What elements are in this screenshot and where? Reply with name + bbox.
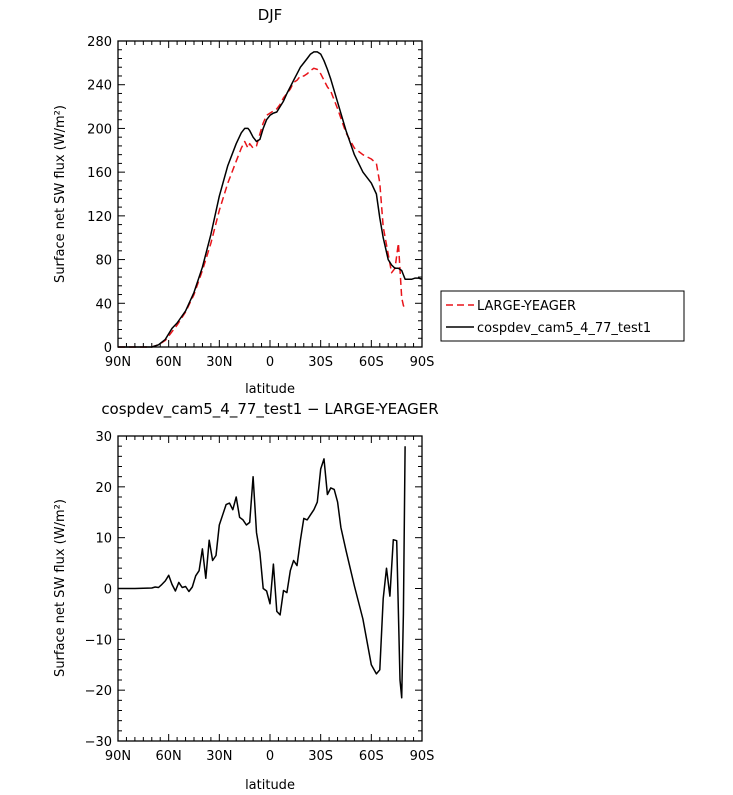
top-x-tick-label: 30N [206, 355, 232, 370]
top-y-tick-label: 240 [87, 79, 112, 94]
bottom-y-tick-label: 10 [95, 532, 112, 547]
top-y-tick-label: 0 [104, 341, 112, 356]
top-x-tick-label: 0 [266, 355, 274, 370]
top-x-tick-label: 90S [410, 355, 435, 370]
top-y-tick-label: 120 [87, 210, 112, 225]
bottom-axis-ticks: 90N 60N 30N 0 30S 60S 90S −30 −20 −10 0 10 20 30 [85, 430, 435, 764]
top-x-tick-label: 60S [359, 355, 384, 370]
bottom-x-tick-label: 90S [410, 749, 435, 764]
bottom-plot-area [118, 446, 406, 699]
bottom-x-tick-label: 90N [105, 749, 131, 764]
bottom-x-tick-label: 60S [359, 749, 384, 764]
top-x-tick-label: 90N [105, 355, 131, 370]
top-x-tick-label: 30S [308, 355, 333, 370]
legend-box [440, 290, 685, 342]
top-y-tick-label: 280 [87, 35, 112, 50]
bottom-chart-title: cospdev_cam5_4_77_test1 − LARGE-YEAGER [101, 400, 438, 419]
bottom-x-axis-label: latitude [245, 778, 295, 793]
bottom-x-tick-label: 0 [266, 749, 274, 764]
top-plot-area [118, 51, 423, 348]
bottom-series-line-0 [118, 446, 406, 699]
bottom-y-tick-label: 0 [104, 583, 112, 598]
top-y-tick-label: 200 [87, 122, 112, 137]
top-x-tick-label: 60N [156, 355, 182, 370]
legend-label-cospdev: cospdev_cam5_4_77_test1 [477, 321, 651, 336]
bottom-y-tick-label: −20 [85, 684, 112, 699]
top-axis-ticks: 90N 60N 30N 0 30S 60S 90S 0 40 80 120 160 200 240 280 [87, 35, 434, 370]
bottom-y-tick-label: 30 [95, 430, 112, 445]
bottom-y-tick-label: −10 [85, 633, 112, 648]
bottom-y-axis-label: Surface net SW flux (W/m²) [53, 499, 68, 677]
bottom-plot-frame [117, 435, 423, 742]
bottom-x-tick-label: 30N [206, 749, 232, 764]
top-series-line-1 [118, 51, 423, 348]
bottom-y-tick-label: −30 [85, 735, 112, 750]
top-chart-title: DJF [258, 6, 283, 24]
top-series-line-0 [118, 67, 406, 348]
bottom-x-tick-label: 60N [156, 749, 182, 764]
bottom-y-tick-label: 20 [95, 481, 112, 496]
bottom-x-tick-label: 30S [308, 749, 333, 764]
top-x-axis-label: latitude [245, 382, 295, 397]
legend: LARGE-YEAGER cospdev_cam5_4_77_test1 [440, 290, 685, 342]
legend-label-large-yeager: LARGE-YEAGER [477, 299, 576, 314]
top-panel: DJF 90N 60N 30N 0 30S 60S 90S 0 40 80 120 160 200 240… [53, 6, 685, 397]
top-y-tick-label: 160 [87, 166, 112, 181]
top-y-tick-label: 40 [95, 297, 112, 312]
top-y-tick-label: 80 [95, 254, 112, 269]
top-y-axis-label: Surface net SW flux (W/m²) [53, 105, 68, 283]
bottom-panel: cospdev_cam5_4_77_test1 − LARGE-YEAGER 9… [53, 400, 439, 793]
